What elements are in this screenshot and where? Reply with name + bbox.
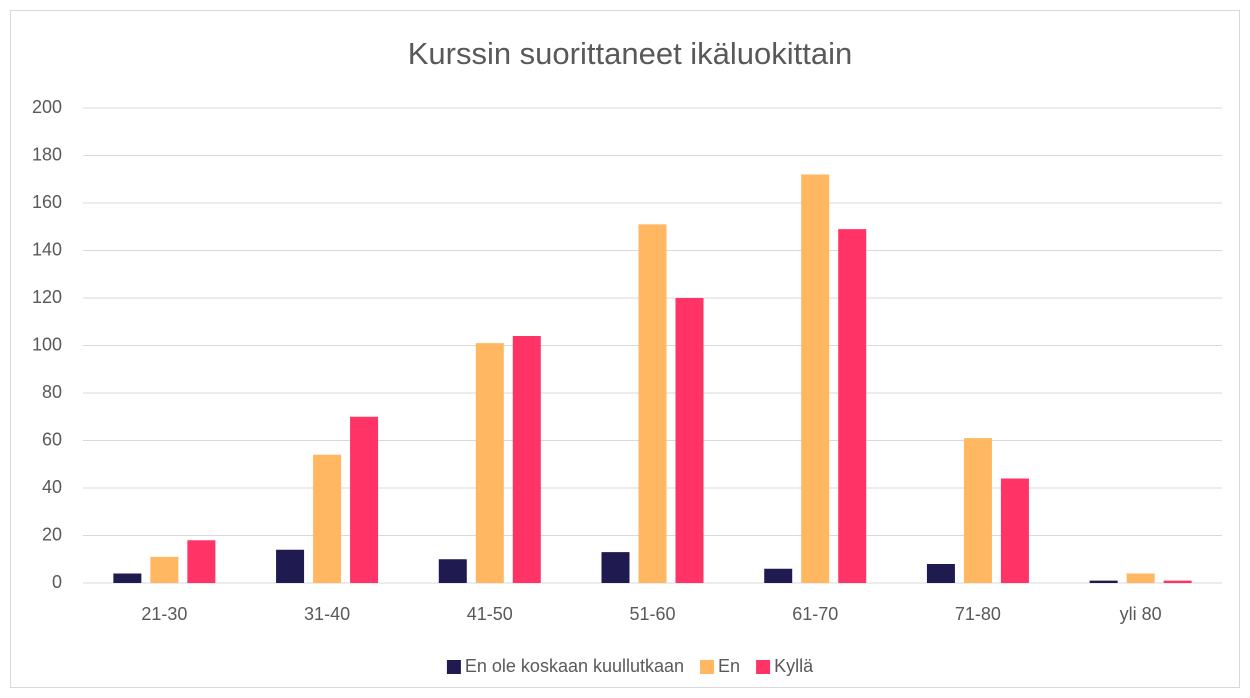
bar	[926, 564, 955, 583]
bar	[675, 298, 704, 583]
y-tick-label: 180	[32, 144, 62, 164]
x-tick-label: yli 80	[1120, 604, 1162, 624]
x-tick-label: 41-50	[467, 604, 513, 624]
x-tick-label: 71-80	[955, 604, 1001, 624]
bar	[350, 416, 379, 583]
legend-label: En ole koskaan kuullutkaan	[465, 656, 684, 676]
bar	[638, 224, 667, 583]
x-tick-label: 51-60	[629, 604, 675, 624]
bar	[838, 229, 867, 583]
y-tick-label: 80	[42, 382, 62, 402]
legend-label: Kyllä	[774, 656, 814, 676]
bar	[601, 552, 630, 583]
y-tick-label: 100	[32, 334, 62, 354]
y-tick-label: 200	[32, 97, 62, 117]
bar	[512, 336, 541, 583]
bar	[764, 568, 793, 583]
bar	[438, 559, 467, 583]
y-tick-label: 0	[52, 572, 62, 592]
legend-swatch	[446, 660, 461, 674]
legend-swatch	[700, 660, 715, 674]
bar	[1089, 580, 1118, 583]
y-tick-label: 160	[32, 192, 62, 212]
y-tick-label: 140	[32, 239, 62, 259]
y-tick-label: 120	[32, 287, 62, 307]
x-tick-label: 61-70	[792, 604, 838, 624]
bar	[150, 556, 179, 583]
bar	[963, 438, 992, 583]
bar	[1000, 478, 1029, 583]
bar	[113, 573, 142, 583]
bar	[1126, 573, 1155, 583]
bar	[276, 549, 305, 583]
x-tick-label: 31-40	[304, 604, 350, 624]
y-tick-label: 40	[42, 477, 62, 497]
y-tick-label: 60	[42, 429, 62, 449]
y-tick-label: 20	[42, 524, 62, 544]
chart-border	[10, 10, 1240, 688]
chart-title: Kurssin suorittaneet ikäluokittain	[408, 36, 853, 71]
bar	[1163, 580, 1192, 583]
bar	[475, 343, 504, 583]
bar	[801, 174, 830, 583]
legend-swatch	[756, 660, 771, 674]
legend-label: En	[718, 656, 740, 676]
x-tick-label: 21-30	[141, 604, 187, 624]
bar	[313, 454, 342, 583]
bar	[187, 540, 216, 583]
